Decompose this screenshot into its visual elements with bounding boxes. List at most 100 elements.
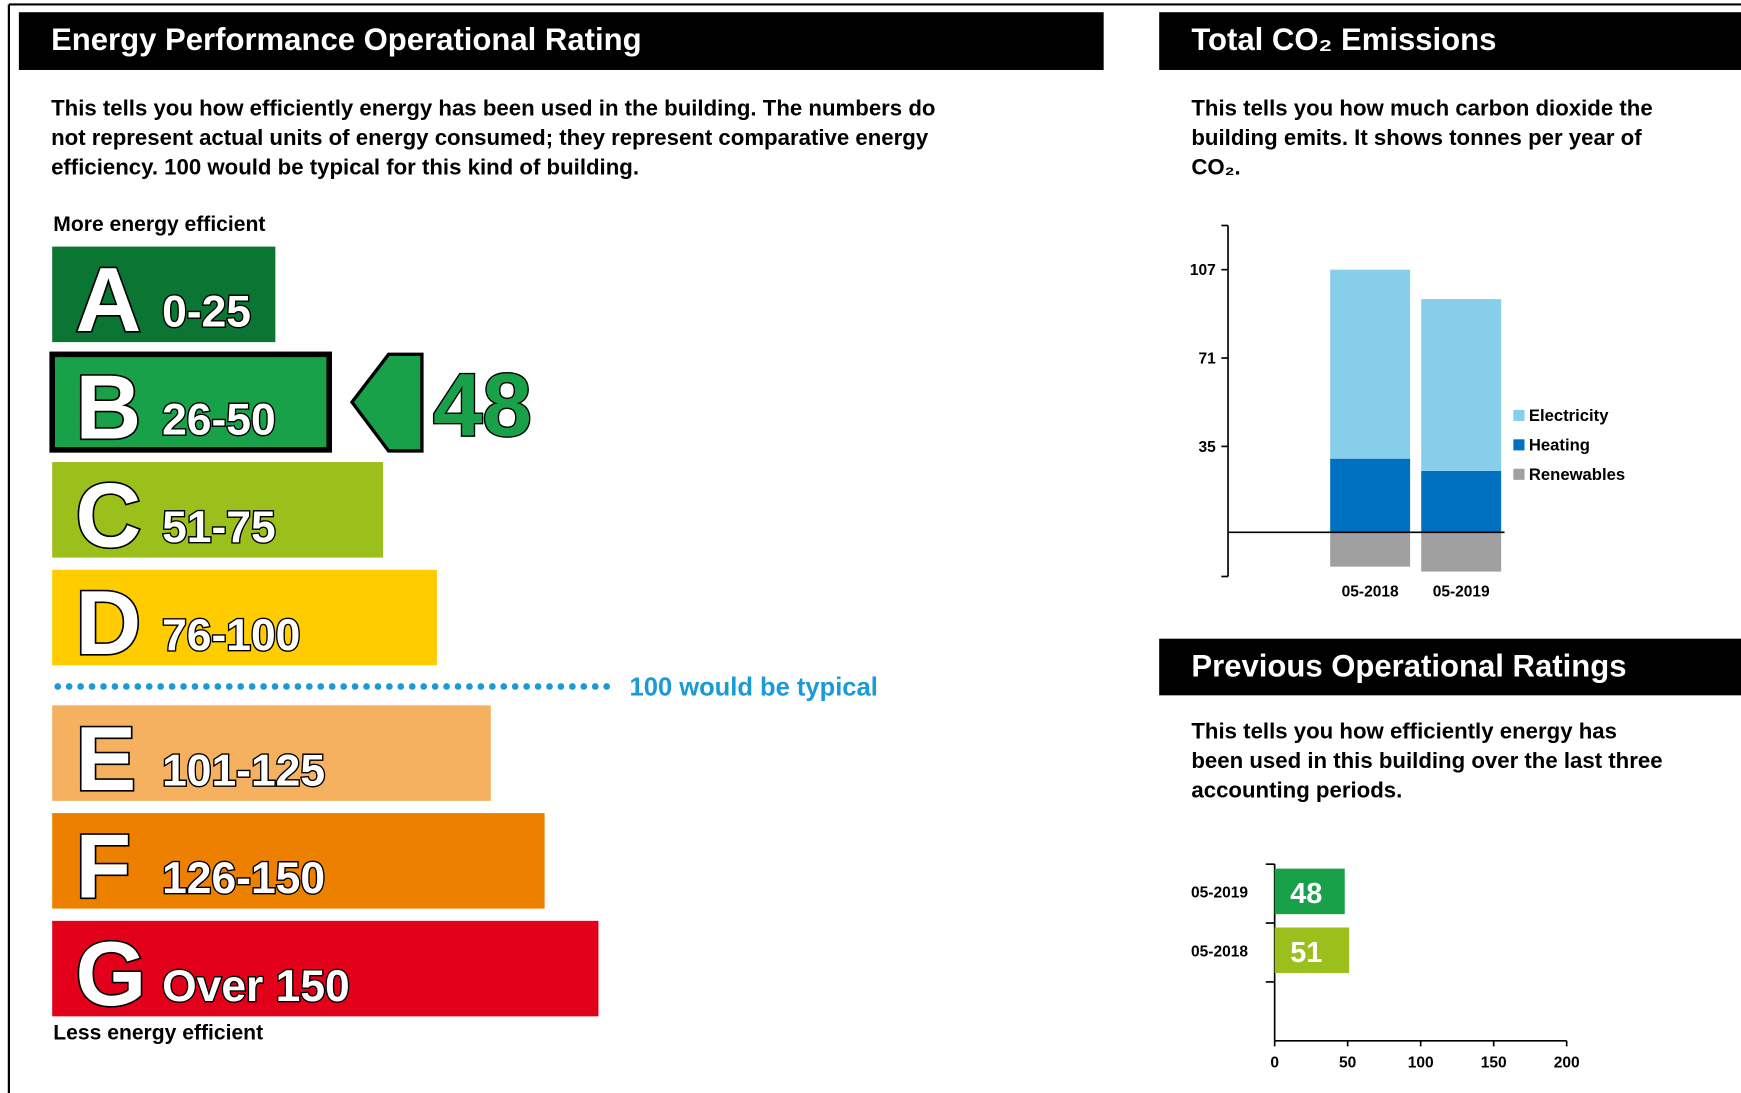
x-tick-label: 100 [1408, 1054, 1434, 1071]
x-tick-label: 0 [1270, 1054, 1279, 1071]
band-letter: B [76, 358, 142, 459]
bar-segment [1421, 470, 1502, 533]
typical-dot [374, 683, 382, 690]
typical-dot [225, 683, 233, 690]
description-line: not represent actual units of energy con… [51, 125, 929, 150]
x-tick-label: 150 [1481, 1054, 1507, 1071]
typical-dot [214, 683, 222, 690]
legend-label: Renewables [1529, 465, 1625, 484]
scale-label: Less energy efficient [53, 1022, 263, 1045]
typical-dot [488, 683, 496, 690]
typical-dot [603, 683, 611, 690]
x-tick-label: 05-2018 [1342, 583, 1399, 600]
x-tick-label: 50 [1339, 1054, 1356, 1071]
section-title: Energy Performance Operational Rating [51, 22, 642, 57]
typical-dot [397, 683, 405, 690]
legend-swatch [1513, 468, 1525, 480]
typical-dot [100, 683, 107, 690]
typical-dot [248, 683, 256, 690]
typical-dot [157, 683, 164, 690]
typical-dot [317, 683, 325, 690]
typical-dot [408, 683, 416, 690]
x-tick-label: 200 [1554, 1054, 1580, 1071]
typical-dot [466, 683, 473, 690]
typical-dot [591, 683, 599, 690]
bar-value-label: 51 [1290, 937, 1322, 969]
typical-dot [443, 683, 450, 690]
band-letter: A [76, 250, 142, 351]
band-letter: D [76, 573, 142, 674]
band-range: Over 150 [162, 962, 350, 1011]
rating-band [49, 351, 332, 453]
typical-dot [580, 683, 588, 690]
typical-dot [168, 683, 176, 690]
rating-bar [1274, 927, 1350, 974]
band-range: 51-75 [162, 503, 276, 552]
typical-dot [65, 683, 73, 690]
rating-band [52, 246, 276, 343]
legend-label: Heating [1529, 435, 1590, 454]
typical-dot [283, 683, 290, 690]
rating-band [52, 813, 545, 909]
band-letter: C [76, 465, 142, 566]
description-line: CO₂. [1191, 154, 1240, 179]
bar-value-label: 48 [1290, 878, 1322, 910]
band-range: 26-50 [162, 395, 276, 444]
description-line: been used in this building over the last… [1191, 748, 1662, 773]
section-title: Previous Operational Ratings [1191, 648, 1626, 683]
typical-dot [271, 683, 279, 690]
typical-dot [123, 683, 130, 690]
band-range: 76-100 [162, 611, 300, 660]
typical-dot [340, 683, 347, 690]
typical-dot [328, 683, 336, 690]
description-line: This tells you how efficiently energy ha… [1191, 719, 1617, 744]
header-bar [1159, 12, 1741, 70]
typical-dot [294, 683, 302, 690]
category-label: 05-2018 [1191, 943, 1248, 960]
header-bar [18, 12, 1104, 70]
typical-dot [134, 683, 142, 690]
x-tick-label: 05-2019 [1433, 583, 1490, 600]
typical-dot [569, 683, 576, 690]
typical-dot [546, 683, 553, 690]
typical-dot [534, 683, 542, 690]
typical-dot [237, 683, 245, 690]
rating-arrow [349, 352, 424, 453]
description-line: This tells you how efficiently energy ha… [51, 96, 935, 121]
section-title: Total CO₂ Emissions [1191, 22, 1496, 57]
bar-segment [1421, 299, 1502, 471]
typical-dot [203, 683, 210, 690]
typical-dot [386, 683, 393, 690]
band-range: 101-125 [162, 746, 325, 795]
bar-segment [1330, 269, 1411, 459]
typical-dot [557, 683, 565, 690]
band-letter: F [76, 816, 132, 917]
typical-dot [111, 683, 119, 690]
legend-label: Electricity [1529, 406, 1609, 425]
band-range: 126-150 [162, 854, 325, 903]
legend-swatch [1513, 439, 1525, 451]
rating-band [52, 569, 437, 666]
header-bar [1159, 638, 1741, 696]
scale-label: More energy efficient [53, 213, 265, 236]
typical-dot [523, 683, 530, 690]
typical-dot [431, 683, 439, 690]
bar-segment [1330, 532, 1411, 567]
typical-dot [306, 683, 313, 690]
typical-dot [77, 683, 84, 690]
description-line: accounting periods. [1191, 778, 1402, 803]
bar-segment [1421, 532, 1502, 572]
description-line: This tells you how much carbon dioxide t… [1191, 96, 1652, 121]
typical-dot [145, 683, 153, 690]
current-rating: 48 [433, 355, 532, 454]
y-tick-label: 71 [1199, 351, 1217, 368]
rating-band [52, 705, 491, 801]
rating-band [52, 462, 384, 558]
typical-dot [477, 683, 485, 690]
typical-dot [88, 683, 96, 690]
typical-dot [54, 683, 62, 690]
description-line: efficiency. 100 would be typical for thi… [51, 154, 639, 179]
rating-band [52, 920, 599, 1017]
